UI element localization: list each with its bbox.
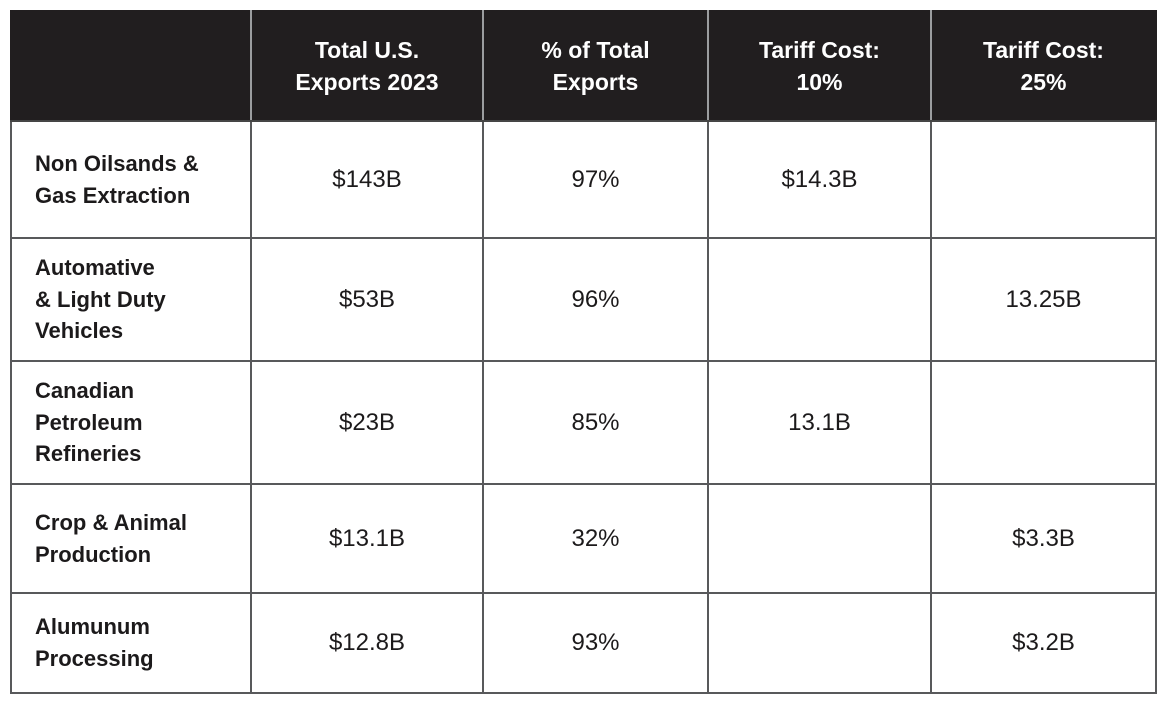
header-cell-pct-of-total: % of Total Exports	[482, 10, 709, 122]
data-cell-tariff-10	[707, 483, 932, 594]
data-cell-tariff-10: 13.1B	[707, 360, 932, 485]
data-cell-tariff-10	[707, 592, 932, 694]
data-cell-tariff-25	[930, 360, 1157, 485]
table-row-petroleum-refineries: Canadian Petroleum Refineries $23B 85% 1…	[10, 360, 1157, 485]
data-cell-total-exports: $13.1B	[250, 483, 484, 594]
data-cell-tariff-25: $3.2B	[930, 592, 1157, 694]
table-row-non-oilsands: Non Oilsands & Gas Extraction $143B 97% …	[10, 120, 1157, 239]
data-cell-total-exports: $53B	[250, 237, 484, 362]
data-cell-tariff-25: 13.25B	[930, 237, 1157, 362]
data-cell-tariff-10: $14.3B	[707, 120, 932, 239]
data-cell-tariff-25	[930, 120, 1157, 239]
row-label-cell: Alumunum Processing	[10, 592, 252, 694]
data-cell-total-exports: $23B	[250, 360, 484, 485]
table-row-alumunum-processing: Alumunum Processing $12.8B 93% $3.2B	[10, 592, 1157, 694]
data-cell-total-exports: $12.8B	[250, 592, 484, 694]
table-row-automative-vehicles: Automative & Light Duty Vehicles $53B 96…	[10, 237, 1157, 362]
data-cell-tariff-10	[707, 237, 932, 362]
row-label-cell: Canadian Petroleum Refineries	[10, 360, 252, 485]
row-label-cell: Automative & Light Duty Vehicles	[10, 237, 252, 362]
data-cell-tariff-25: $3.3B	[930, 483, 1157, 594]
header-cell-total-exports: Total U.S. Exports 2023	[250, 10, 484, 122]
data-cell-pct-of-total: 97%	[482, 120, 709, 239]
data-cell-pct-of-total: 96%	[482, 237, 709, 362]
us-exports-tariff-table: Total U.S. Exports 2023 % of Total Expor…	[10, 10, 1157, 694]
table-header-row: Total U.S. Exports 2023 % of Total Expor…	[10, 10, 1157, 122]
header-cell-blank	[10, 10, 252, 122]
data-cell-pct-of-total: 32%	[482, 483, 709, 594]
row-label-cell: Non Oilsands & Gas Extraction	[10, 120, 252, 239]
data-cell-total-exports: $143B	[250, 120, 484, 239]
row-label-cell: Crop & Animal Production	[10, 483, 252, 594]
header-cell-tariff-25: Tariff Cost: 25%	[930, 10, 1157, 122]
data-cell-pct-of-total: 85%	[482, 360, 709, 485]
table-row-crop-animal-production: Crop & Animal Production $13.1B 32% $3.3…	[10, 483, 1157, 594]
header-cell-tariff-10: Tariff Cost: 10%	[707, 10, 932, 122]
data-cell-pct-of-total: 93%	[482, 592, 709, 694]
